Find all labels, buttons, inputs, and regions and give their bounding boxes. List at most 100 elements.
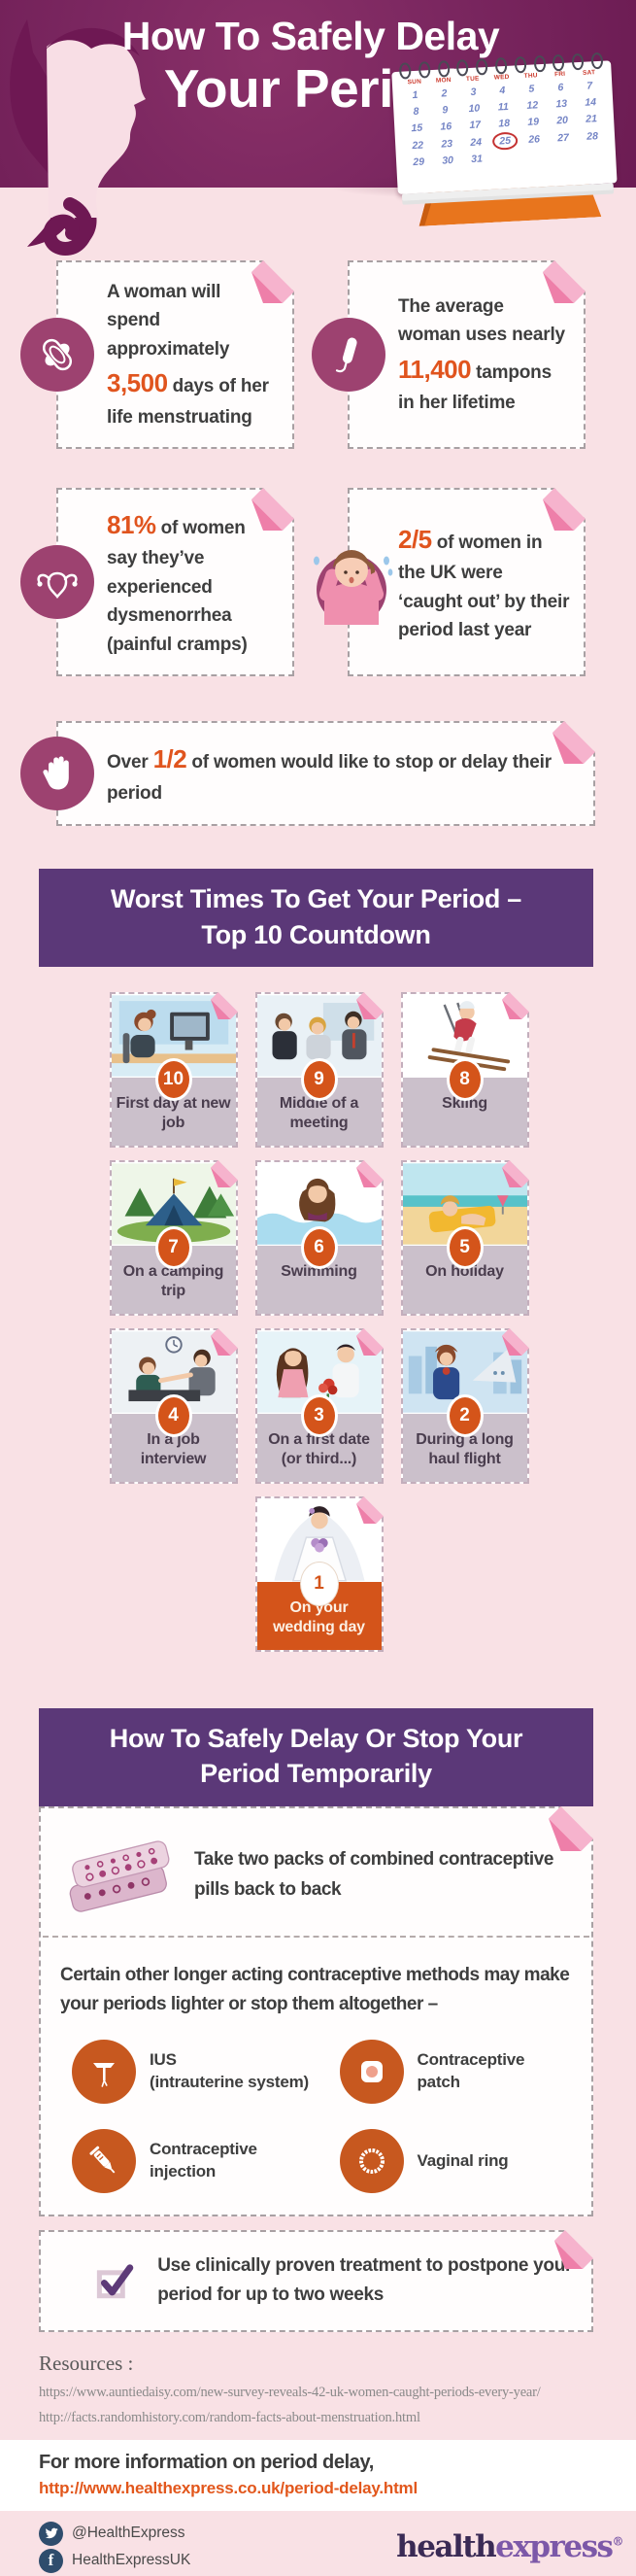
tampon-icon: [312, 318, 385, 393]
calendar-day: 25: [490, 133, 520, 149]
card-label: Middle of a meeting: [279, 1094, 359, 1131]
card-label-area: 1 On your wedding day: [256, 1562, 382, 1650]
stat-text-post: tampons in her lifetime: [398, 361, 552, 413]
social-links: @HealthExpress f HealthExpressUK: [39, 2519, 190, 2576]
logo-health-part: health: [396, 2529, 496, 2565]
stat-text-post: of women would like to stop or delay the…: [107, 752, 552, 804]
healthexpress-logo: healthexpress®: [396, 2529, 624, 2565]
stat-text-pre: A woman will spend approximately: [107, 282, 230, 360]
folded-corner: [501, 991, 529, 1019]
rank-badge: 7: [154, 1225, 192, 1269]
stat-card-tampons: The average woman uses nearly 11,400 tam…: [312, 260, 586, 450]
countdown-banner: Worst Times To Get Your Period – Top 10 …: [39, 869, 593, 967]
method-label: IUS (intrauterine system): [150, 2049, 309, 2094]
folded-corner: [543, 488, 586, 532]
folded-corner: [210, 1159, 238, 1187]
calendar-day: 9: [442, 104, 449, 117]
stats-grid: A woman will spend approximately 3,500 d…: [20, 260, 586, 677]
calendar-day: 5: [528, 83, 535, 95]
stat-text-post: days of her life menstruating: [107, 376, 269, 428]
delay-section-banner: How To Safely Delay Or Stop Your Period …: [39, 1707, 593, 1806]
facebook-handle-row[interactable]: f HealthExpressUK: [39, 2548, 190, 2573]
calendar-days-grid: 1 2 3 4 5 6 7 8 9 10 11 12 13 14 15 16 17 18 19 20 21 22 23 24 2…: [400, 79, 608, 170]
countdown-card-1: 1 On your wedding day: [254, 1495, 384, 1652]
calendar-illustration: SUN MON TUE WED THU FRI SAT 1 2 3 4 5 6 7 8 9 10 11 12 13 1…: [385, 49, 631, 228]
folded-corner: [355, 1327, 384, 1356]
calendar-day: 19: [527, 116, 540, 129]
period-delay-link[interactable]: http://www.healthexpress.co.uk/period-de…: [39, 2478, 418, 2497]
methods-intro-text: Certain other longer acting contraceptiv…: [60, 1965, 570, 2014]
calendar-day: 4: [499, 85, 506, 97]
holiday-illustration: [402, 1161, 527, 1246]
method-label-line1: Vaginal ring: [417, 2150, 509, 2170]
folded-corner: [552, 721, 595, 765]
calendar-day: 7: [586, 80, 593, 92]
stat-highlight: 81%: [107, 510, 156, 540]
rank-badge: 5: [446, 1225, 484, 1269]
method-label-line1: Contraceptive: [150, 2140, 257, 2159]
rank-badge: 4: [154, 1393, 192, 1437]
folded-corner: [501, 1327, 529, 1356]
countdown-card-6: 6 Swimming: [254, 1159, 384, 1316]
card-label-area: 10 First day at new job: [111, 1057, 236, 1146]
more-info-band: For more information on period delay, ht…: [0, 2439, 636, 2511]
stat-text: 2/5 of women in the UK were ‘caught out’…: [350, 504, 584, 661]
method-ius: IUS (intrauterine system): [49, 2040, 317, 2105]
rank-badge: 10: [154, 1057, 192, 1101]
pill-tip-row: Take two packs of combined contraceptive…: [41, 1808, 591, 1936]
folded-corner: [554, 2230, 593, 2270]
stat-text: 81% of women say they’ve experienced dys…: [58, 490, 292, 674]
card-label: First day at new job: [116, 1094, 231, 1131]
card-label-area: 5 On holiday: [402, 1225, 527, 1314]
countdown-card-4: 4 In a job interview: [109, 1327, 238, 1484]
worried-woman-illustration: [303, 533, 400, 631]
method-label-line2: (intrauterine system): [150, 2073, 309, 2092]
logo-registered-mark: ®: [612, 2535, 624, 2549]
calendar-day: 14: [585, 96, 597, 109]
calendar-day: 22: [412, 139, 424, 152]
folded-corner: [210, 1327, 238, 1356]
twitter-handle-row[interactable]: @HealthExpress: [39, 2521, 190, 2546]
stat-highlight: 3,500: [107, 368, 168, 398]
calendar-day: 28: [586, 129, 599, 143]
countdown-card-9: 9 Middle of a meeting: [254, 991, 384, 1148]
rank-badge: 9: [300, 1057, 338, 1101]
folded-corner: [355, 991, 384, 1019]
delay-title-line2: Period Temporarily: [200, 1759, 432, 1789]
card-label-area: 8 Skiing: [402, 1057, 527, 1146]
method-label-line2: patch: [417, 2073, 461, 2092]
twitter-icon: [39, 2521, 63, 2546]
stat-text-pre: The average woman uses nearly: [398, 295, 565, 346]
countdown-title-line2: Top 10 Countdown: [201, 919, 431, 949]
resource-link-2[interactable]: http://facts.randomhistory.com/random-fa…: [39, 2409, 420, 2425]
countdown-card-10: 10 First day at new job: [109, 991, 238, 1148]
method-label-line2: injection: [150, 2162, 217, 2181]
folded-corner: [251, 488, 294, 532]
calendar-day: 21: [585, 113, 598, 126]
countdown-title-line1: Worst Times To Get Your Period –: [111, 884, 521, 914]
countdown-grid: 10 First day at new job 9 Middle of a me…: [41, 991, 597, 1652]
countdown-card-2: 2 During a long haul flight: [400, 1327, 529, 1484]
stat-card-stop-delay: Over 1/2 of women would like to stop or …: [20, 721, 595, 827]
delay-methods-box: Take two packs of combined contraceptive…: [39, 1805, 593, 2217]
card-label-area: 9 Middle of a meeting: [256, 1057, 382, 1146]
countdown-card-8: 8 Skiing: [400, 991, 529, 1148]
card-label-area: 2 During a long haul flight: [402, 1393, 527, 1482]
calendar-day: 30: [441, 154, 454, 167]
stat-text: A woman will spend approximately 3,500 d…: [58, 262, 292, 447]
card-label: Swimming: [281, 1262, 357, 1280]
resource-link-1[interactable]: https://www.auntiedaisy.com/new-survey-r…: [39, 2384, 541, 2400]
calendar-day: 10: [468, 102, 481, 116]
card-label-area: 7 On a camping trip: [111, 1225, 236, 1314]
sanitary-pad-icon: [20, 318, 94, 393]
folded-corner: [355, 1159, 384, 1187]
treatment-note-text: Use clinically proven treatment to postp…: [157, 2255, 573, 2306]
stat-text-post: of women say they’ve experienced dysmeno…: [107, 518, 248, 655]
uterus-icon: [20, 545, 94, 620]
calendar-day: 16: [440, 120, 452, 133]
method-patch: Contraceptive patch: [317, 2040, 585, 2105]
method-label: Contraceptive injection: [150, 2139, 257, 2183]
calendar-day: 23: [441, 137, 453, 151]
folded-corner: [251, 260, 294, 303]
card-label: Skiing: [442, 1094, 487, 1112]
